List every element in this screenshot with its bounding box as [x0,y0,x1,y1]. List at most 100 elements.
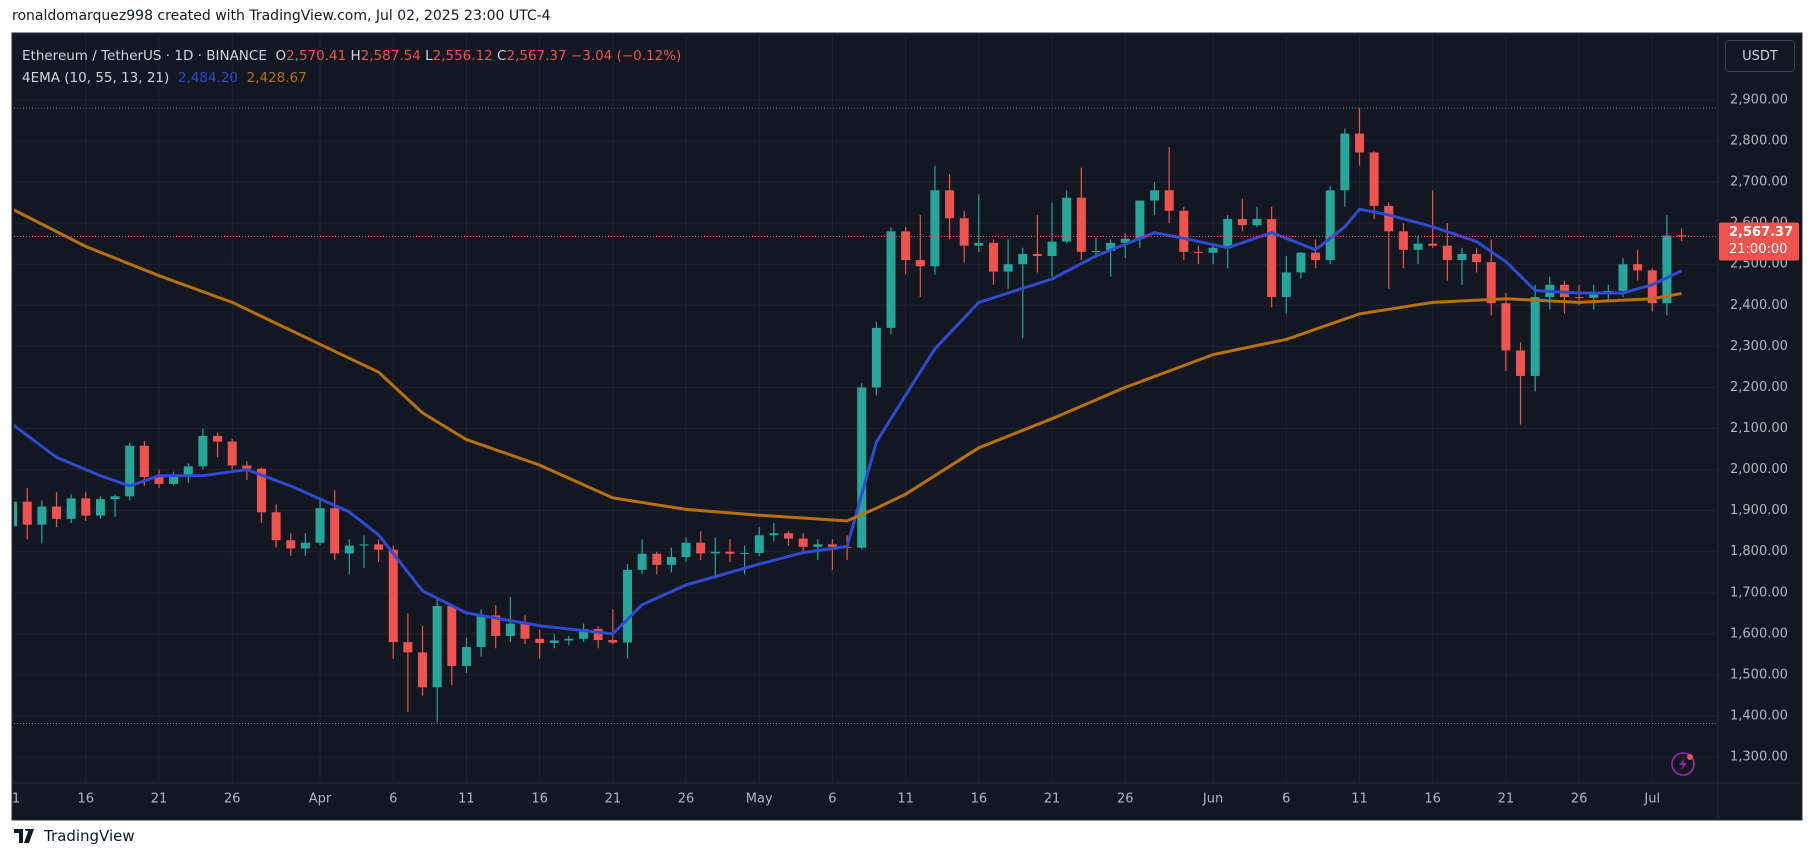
candle-body [1442,245,1452,261]
candle-body [110,496,120,500]
candle-body [871,327,881,388]
candle-body [901,231,911,261]
candle-body [1106,242,1116,252]
y-tick-label: 2,700.00 [1730,175,1788,190]
x-tick-label: 11 [897,792,914,807]
x-tick-label: 21 [605,792,622,807]
candle-body [403,642,413,653]
candle-body [740,552,750,554]
indicator-value: 2,484.20 [177,70,239,86]
footer: TradingView [14,827,135,845]
candle-body [359,544,369,546]
ohlc-value: 2,556.12 [432,48,493,64]
candle-body [1647,270,1657,304]
indicator-label: 4EMA (10, 55, 13, 21) [22,70,170,86]
candle-body [505,623,515,636]
candle-body [169,476,179,484]
x-tick-label: 1 [12,792,20,807]
y-tick-label: 1,700.00 [1730,585,1788,600]
candle-body [242,465,252,469]
y-tick-label: 2,800.00 [1730,133,1788,148]
candle-body [564,638,574,641]
candle-body [52,506,62,519]
candle-body [1369,152,1379,206]
ohlc-key: H [350,48,361,64]
candle-body [1164,190,1174,211]
candle-body [784,533,794,539]
candle-body [754,535,764,553]
candle-body [300,542,310,549]
candle-body [622,569,632,643]
candle-body [1501,303,1511,351]
candle-body [1237,219,1247,226]
x-tick-label: 16 [1424,792,1441,807]
ohlc-value: 2,567.37 [506,48,567,64]
alert-icon [1671,752,1695,776]
candle-body [1311,252,1321,261]
y-tick-label: 1,900.00 [1730,503,1788,518]
candle-body [520,623,530,639]
candle-body [1618,264,1628,291]
x-tick-label: 26 [1117,792,1134,807]
indicator-value: 2,428.67 [246,70,307,86]
candle-body [827,544,837,547]
y-tick-label: 2,200.00 [1730,380,1788,395]
candle-body [1530,297,1540,376]
attribution: ronaldomarquez998 created with TradingVi… [12,8,551,24]
y-tick-label: 1,500.00 [1730,667,1788,682]
candle-body [125,445,135,497]
candle-body [271,512,281,541]
candle-body [930,190,940,267]
countdown: 21:00:00 [1729,242,1787,257]
candle-body [988,242,998,272]
x-tick-label: 6 [1282,792,1290,807]
ema-line [14,208,1682,523]
candle-body [1281,272,1291,298]
candle-body [1677,235,1687,237]
y-tick-label: 1,300.00 [1730,750,1788,765]
x-tick-label: May [746,792,773,807]
logo-text: TradingView [44,827,135,845]
symbol-row: Ethereum / TetherUS · 1D · BINANCE O2,57… [22,45,681,67]
x-tick-label: 21 [1044,792,1061,807]
y-tick-label: 2,900.00 [1730,92,1788,107]
candle-body [1384,205,1394,232]
candle-body [1135,200,1145,239]
candle-body [227,441,237,466]
candle-body [344,545,354,554]
y-tick-label: 1,600.00 [1730,626,1788,641]
ohlc-key: L [425,48,433,64]
logo-icon [14,829,34,843]
candle-body [608,640,618,643]
candle-body [418,652,428,688]
candle-body [213,435,223,442]
x-tick-label: 16 [971,792,988,807]
plot [14,107,1718,724]
candle-body [725,551,735,554]
candle-body [1486,262,1496,304]
candle-body [1340,133,1350,191]
chart-background [11,32,1803,821]
x-tick-label: 11 [1351,792,1368,807]
candle-body [1662,235,1672,304]
x-tick-label: 16 [531,792,548,807]
candle-body [974,242,984,246]
candle-body [857,387,867,548]
candle-body [959,218,969,246]
candle-body [637,553,647,570]
ohlc-value: 2,570.41 [286,48,347,64]
candle-body [681,542,691,558]
candle-body [66,498,76,519]
symbol: Ethereum / TetherUS · 1D · BINANCE [22,48,267,64]
candle-body [388,549,398,643]
candle-body [139,445,149,477]
candle-body [1062,197,1072,242]
candle-body [22,501,32,525]
candle-body [315,508,325,543]
candle-body [1003,264,1013,272]
currency-button[interactable]: USDT [1725,40,1795,72]
y-tick-label: 2,400.00 [1730,298,1788,313]
candle-body [461,647,471,666]
